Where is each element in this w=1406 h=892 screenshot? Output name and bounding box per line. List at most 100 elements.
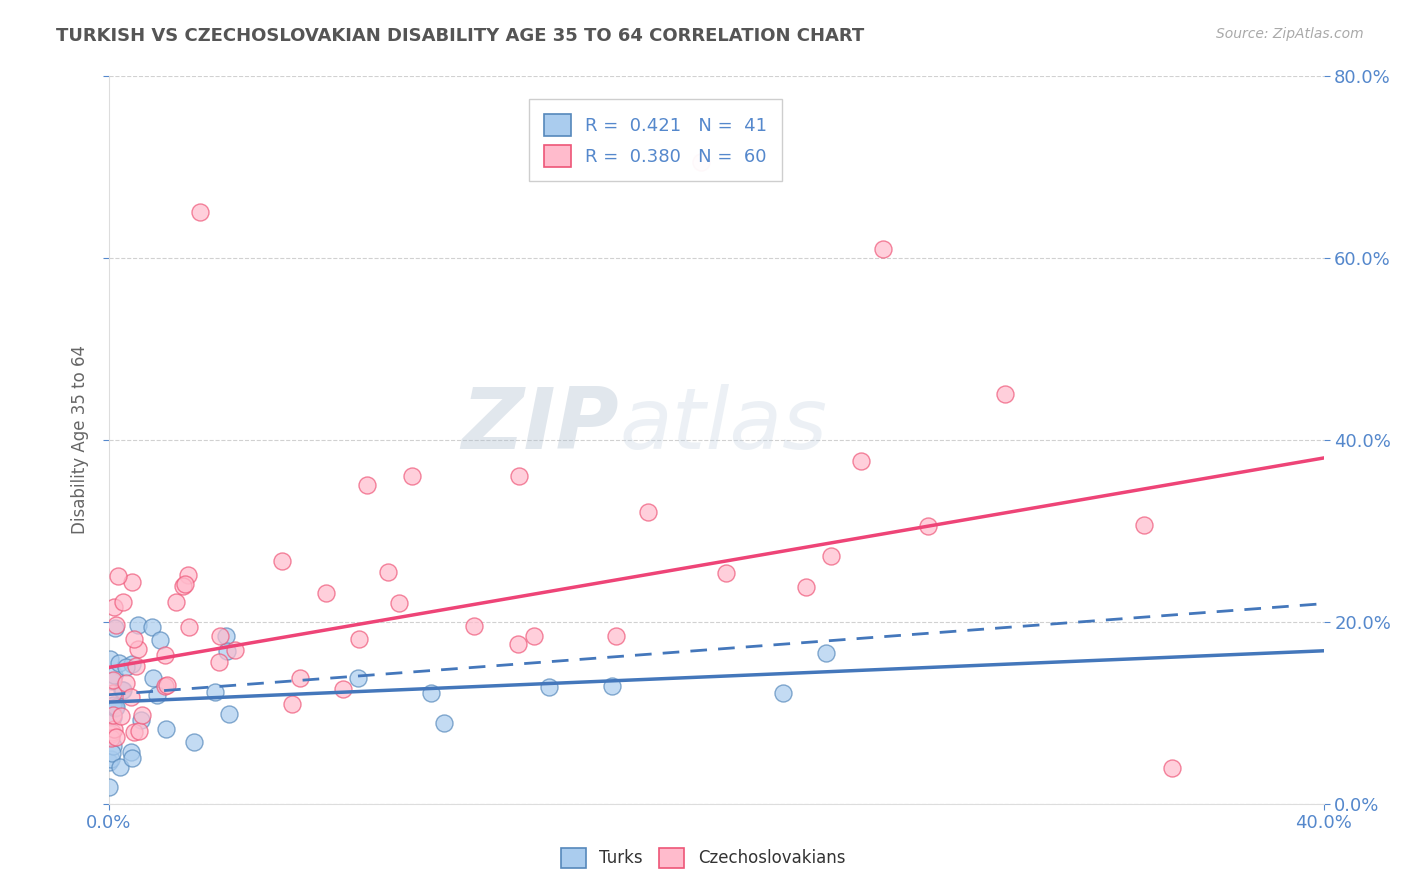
- Point: [1160, 760, 1182, 774]
- Point: [128, 724, 150, 739]
- Point: [105, 730, 128, 744]
- Point: [146, 688, 169, 702]
- Point: [131, 707, 153, 722]
- Point: [122, 632, 145, 647]
- Point: [100, 698, 122, 713]
- Point: [104, 701, 127, 715]
- Point: [100, 727, 122, 741]
- Point: [153, 679, 176, 693]
- Point: [224, 643, 246, 657]
- Point: [271, 554, 294, 568]
- Point: [121, 657, 143, 672]
- Point: [103, 686, 125, 700]
- Point: [121, 575, 143, 590]
- Point: [103, 710, 125, 724]
- Point: [849, 454, 872, 468]
- Point: [104, 621, 127, 635]
- Point: [101, 739, 124, 753]
- Point: [288, 671, 311, 685]
- Point: [347, 632, 370, 647]
- Point: [107, 569, 129, 583]
- Text: ZIP: ZIP: [461, 384, 619, 467]
- Point: [208, 629, 231, 643]
- Point: [994, 387, 1017, 401]
- Point: [281, 697, 304, 711]
- Point: [420, 686, 443, 700]
- Point: [101, 708, 124, 723]
- Point: [125, 658, 148, 673]
- Point: [637, 505, 659, 519]
- Point: [112, 594, 135, 608]
- Point: [872, 242, 894, 256]
- Point: [101, 725, 124, 739]
- Point: [377, 565, 399, 579]
- Point: [110, 709, 132, 723]
- Point: [796, 580, 818, 594]
- Point: [1133, 518, 1156, 533]
- Point: [188, 205, 211, 219]
- Point: [98, 652, 121, 666]
- Point: [690, 155, 713, 169]
- Point: [714, 566, 737, 580]
- Point: [104, 617, 127, 632]
- Point: [217, 643, 239, 657]
- Point: [917, 519, 939, 533]
- Point: [177, 619, 200, 633]
- Point: [153, 648, 176, 663]
- Text: TURKISH VS CZECHOSLOVAKIAN DISABILITY AGE 35 TO 64 CORRELATION CHART: TURKISH VS CZECHOSLOVAKIAN DISABILITY AG…: [56, 27, 865, 45]
- Point: [149, 633, 172, 648]
- Point: [523, 629, 546, 643]
- Point: [218, 706, 240, 721]
- Point: [463, 619, 485, 633]
- Point: [131, 713, 153, 727]
- Point: [104, 699, 127, 714]
- Point: [115, 676, 138, 690]
- Point: [98, 755, 121, 769]
- Point: [820, 549, 842, 564]
- Point: [156, 678, 179, 692]
- Point: [100, 731, 122, 746]
- Point: [127, 642, 149, 657]
- Point: [98, 780, 121, 794]
- Y-axis label: Disability Age 35 to 64: Disability Age 35 to 64: [72, 345, 89, 534]
- Point: [602, 679, 624, 693]
- Point: [101, 746, 124, 760]
- Point: [605, 629, 627, 643]
- Point: [215, 629, 238, 643]
- Legend: R =  0.421   N =  41, R =  0.380   N =  60: R = 0.421 N = 41, R = 0.380 N = 60: [529, 99, 782, 181]
- Point: [111, 683, 134, 698]
- Point: [100, 673, 122, 688]
- Point: [103, 722, 125, 736]
- Point: [103, 673, 125, 688]
- Point: [101, 698, 124, 712]
- Point: [346, 671, 368, 685]
- Point: [111, 683, 134, 698]
- Point: [388, 596, 411, 610]
- Point: [208, 655, 231, 669]
- Point: [103, 667, 125, 681]
- Point: [772, 686, 794, 700]
- Point: [172, 578, 194, 592]
- Point: [107, 657, 129, 671]
- Point: [538, 680, 561, 694]
- Point: [332, 681, 354, 696]
- Point: [165, 595, 187, 609]
- Legend: Turks, Czechoslovakians: Turks, Czechoslovakians: [554, 841, 852, 875]
- Point: [401, 469, 423, 483]
- Point: [122, 725, 145, 739]
- Text: Source: ZipAtlas.com: Source: ZipAtlas.com: [1216, 27, 1364, 41]
- Point: [508, 469, 530, 483]
- Point: [174, 577, 197, 591]
- Point: [127, 617, 149, 632]
- Point: [114, 660, 136, 674]
- Point: [315, 586, 337, 600]
- Point: [155, 722, 177, 736]
- Point: [120, 746, 142, 760]
- Point: [121, 751, 143, 765]
- Point: [120, 690, 142, 704]
- Text: atlas: atlas: [619, 384, 827, 467]
- Point: [141, 619, 163, 633]
- Point: [103, 599, 125, 614]
- Point: [204, 685, 226, 699]
- Point: [183, 735, 205, 749]
